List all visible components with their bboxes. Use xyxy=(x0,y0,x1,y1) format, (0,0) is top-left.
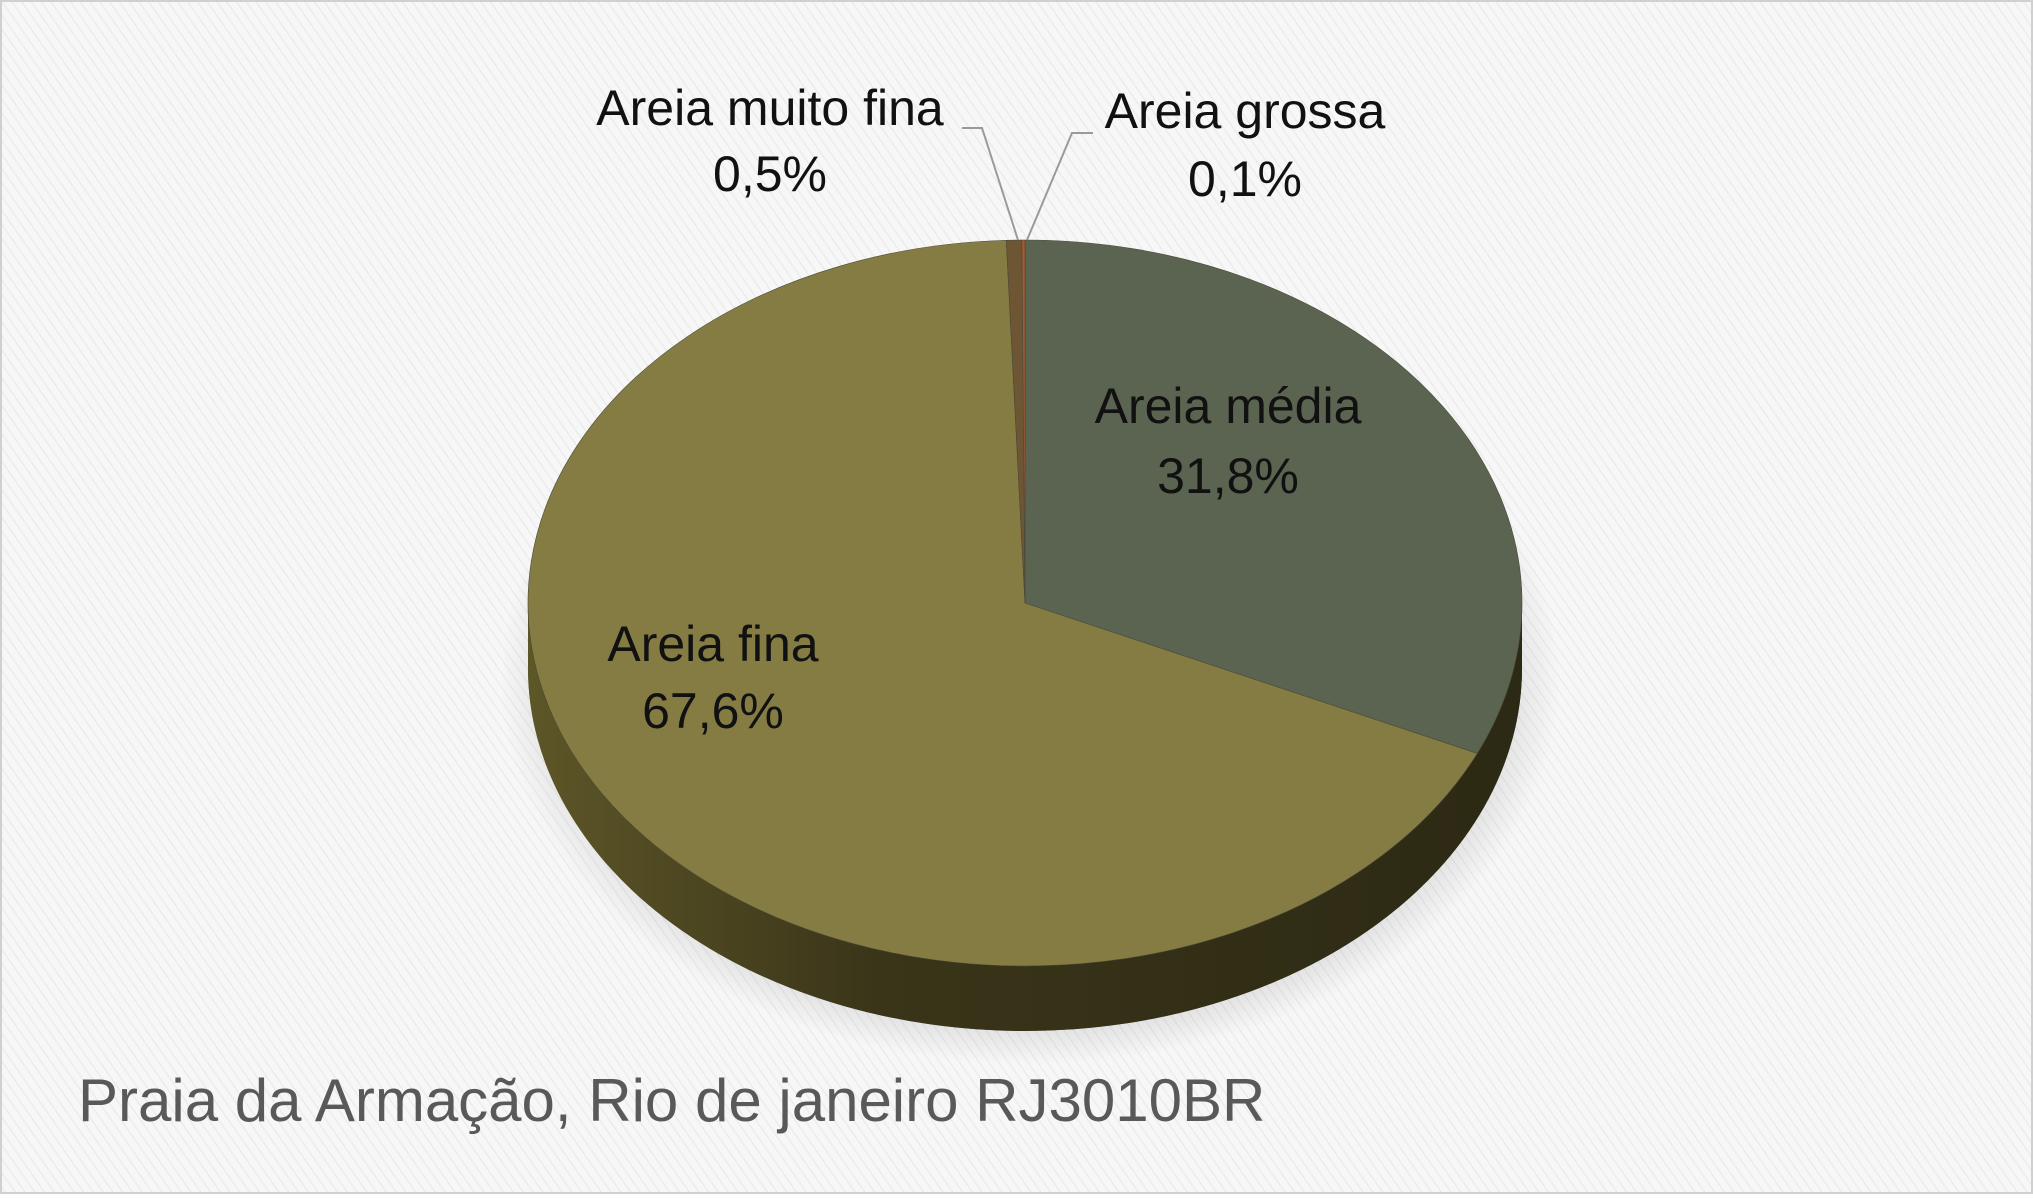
pie-slice xyxy=(527,239,1478,967)
slice-label: Areia média xyxy=(1095,378,1362,434)
pie-slices xyxy=(527,239,1523,967)
leader-line xyxy=(962,127,1019,241)
slice-label: Areia muito fina xyxy=(596,80,944,136)
slice-value-label: 31,8% xyxy=(1157,448,1299,504)
slice-label: Areia fina xyxy=(607,616,818,672)
slice-value-label: 0,5% xyxy=(713,146,827,202)
pie-slice xyxy=(1024,239,1523,754)
slice-value-label: 0,1% xyxy=(1188,151,1302,207)
slice-label: Areia grossa xyxy=(1105,83,1386,139)
pie-slice xyxy=(1021,239,1026,604)
leader-line xyxy=(1026,132,1093,241)
chart-title: Praia da Armação, Rio de janeiro RJ3010B… xyxy=(78,1067,1265,1134)
pie-labels: Areia média 31,8% Areia fina 67,6% Areia mui… xyxy=(596,80,1385,739)
slice-value-label: 67,6% xyxy=(642,683,784,739)
